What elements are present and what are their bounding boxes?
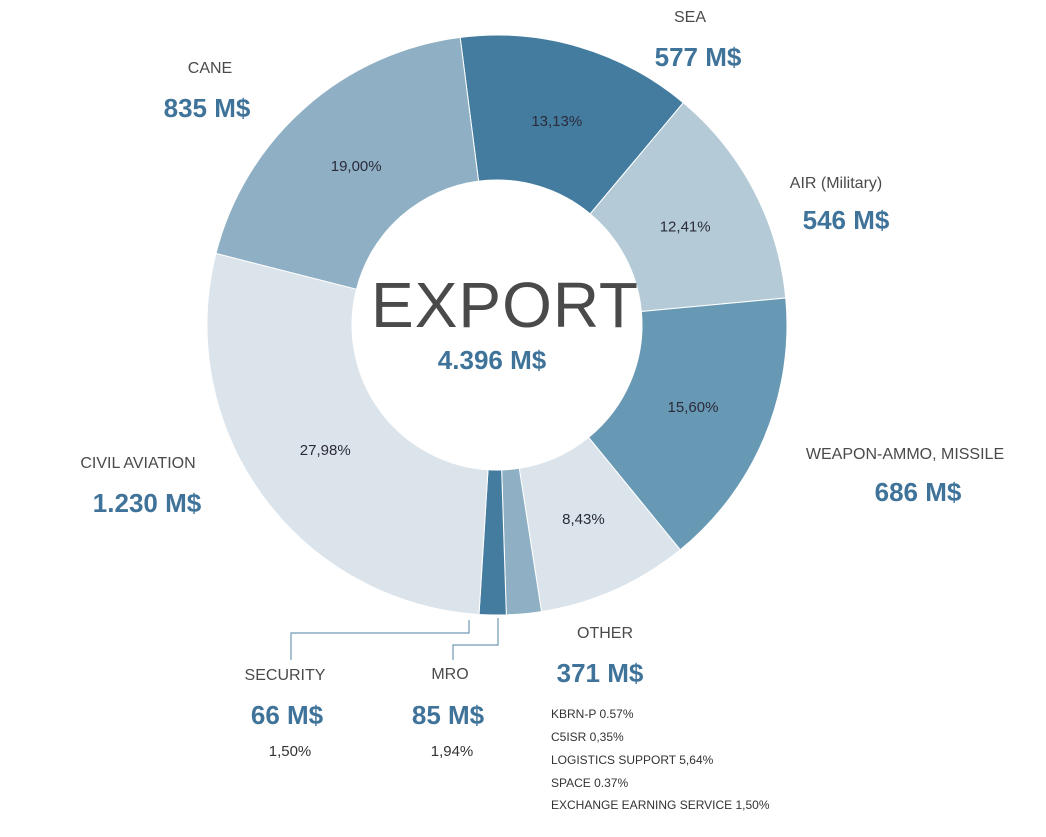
sea-value-label: 577 M$ <box>654 42 742 72</box>
other-value-label: 371 M$ <box>556 658 644 688</box>
weapon-value-label: 686 M$ <box>874 477 962 507</box>
security-category-label: SECURITY <box>244 667 326 684</box>
cane-value-label: 835 M$ <box>163 93 251 123</box>
cane-category-label: CANE <box>187 60 233 77</box>
other-breakdown-item: KBRN-P 0.57% <box>551 707 634 721</box>
security-percent-label: 1,50% <box>268 743 312 760</box>
civil-aviation-category-label: CIVIL AVIATION <box>80 455 196 472</box>
slice-percent-label: 15,60% <box>668 399 719 416</box>
slice-cane <box>215 36 480 290</box>
other-breakdown-item: C5ISR 0,35% <box>551 730 624 744</box>
slice-percent-label: 19,00% <box>331 158 382 175</box>
security-value-label: 66 M$ <box>250 700 324 730</box>
leader-lines <box>290 618 499 660</box>
donut-slices <box>206 34 788 616</box>
slice-percent-label: 27,98% <box>300 442 351 459</box>
slice-percent-labels: 13,13% 12,41% 15,60% 8,43% 27,98% 19,00% <box>300 113 719 528</box>
mro-category-label: MRO <box>431 666 469 683</box>
other-breakdown-item: LOGISTICS SUPPORT 5,64% <box>551 753 714 767</box>
security-leader-line <box>290 620 470 660</box>
slice-weapon-ammo-missile <box>587 297 788 551</box>
center-total-value: 4.396 M$ <box>437 345 547 375</box>
other-breakdown-item: SPACE 0.37% <box>551 776 629 790</box>
civil-aviation-value-label: 1.230 M$ <box>92 488 202 518</box>
other-breakdown-item: EXCHANGE EARNING SERVICE 1,50% <box>551 798 770 812</box>
mro-percent-label: 1,94% <box>430 743 474 760</box>
sea-category-label: SEA <box>673 9 707 26</box>
slice-percent-label: 12,41% <box>660 218 711 235</box>
mro-leader-line <box>452 618 499 660</box>
weapon-category-label: WEAPON-AMMO, MISSILE <box>805 446 1005 463</box>
center-title: EXPORT <box>371 269 639 341</box>
mro-value-label: 85 M$ <box>411 700 485 730</box>
other-category-label: OTHER <box>577 625 633 642</box>
slice-percent-label: 8,43% <box>562 511 605 528</box>
slice-percent-label: 13,13% <box>531 113 582 130</box>
slice-civil-aviation <box>206 252 489 615</box>
air-category-label: AIR (Military) <box>789 175 883 192</box>
air-value-label: 546 M$ <box>802 205 890 235</box>
